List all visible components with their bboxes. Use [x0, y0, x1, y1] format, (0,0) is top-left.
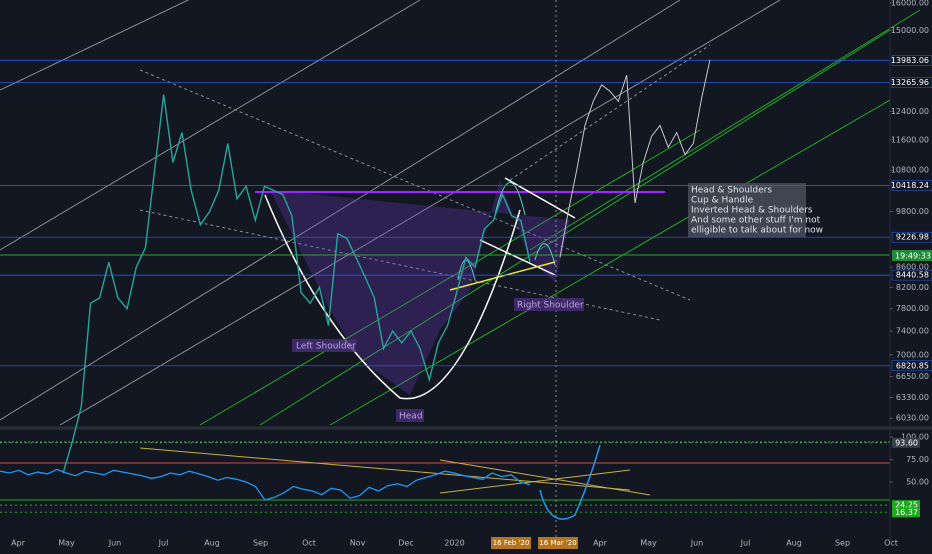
dashed-line — [509, 44, 711, 181]
rsi-trend — [139, 447, 631, 491]
time-marker-bg — [491, 537, 531, 549]
price-tick-label: 7000.00 — [896, 350, 929, 359]
time-marker-bg — [538, 537, 578, 549]
price-tick-label: 7800.00 — [896, 304, 929, 313]
channel-line — [329, 99, 891, 426]
time-label: 2020 — [444, 539, 464, 548]
label-bg — [292, 339, 356, 352]
label-bg — [514, 298, 584, 311]
time-label: Jul — [740, 539, 751, 548]
time-label: Apr — [593, 539, 608, 548]
rsi-level-label: 93.60 — [895, 438, 918, 447]
rsi-level-bg — [892, 500, 920, 511]
time-label: Aug — [786, 539, 802, 548]
time-label: Oct — [884, 539, 898, 548]
price-tick-label: 7400.00 — [896, 327, 929, 336]
price-tick-label: 8600.00 — [896, 263, 929, 272]
rsi-tick-label: 75.00 — [906, 455, 929, 464]
time-label: Sep — [253, 539, 268, 548]
info-line: And some other stuff I'm not — [691, 216, 821, 226]
time-label: Aug — [204, 539, 220, 548]
price-tick-label: 16000.00 — [891, 0, 929, 7]
rsi-level-label: 24.25 — [895, 501, 918, 510]
info-box-bg — [688, 183, 806, 237]
time-marker: 16 Feb '20 — [493, 539, 530, 547]
info-box: Head & Shoulders Cup & Handle Inverted H… — [688, 183, 823, 237]
time-label: Apr — [11, 539, 26, 548]
info-line: Inverted Head & Shoulders — [691, 206, 813, 216]
price-tick-label: 6330.00 — [896, 393, 929, 402]
rsi-level-bg — [892, 507, 920, 518]
rsi-line — [0, 468, 531, 501]
level-label-bg — [891, 55, 932, 66]
trend-line — [449, 261, 556, 291]
time-label: Jun — [108, 539, 122, 548]
level-label-bg — [891, 269, 932, 281]
dashed-line — [139, 209, 661, 321]
rsi-trend — [439, 459, 651, 496]
level-label-bg — [891, 180, 932, 191]
channel-line — [529, 9, 921, 251]
level-label: 6820.85 — [896, 361, 929, 370]
time-label: Nov — [350, 539, 366, 548]
channel-line — [0, 0, 681, 421]
price-tick-label: 8200.00 — [896, 283, 929, 292]
level-label: 9226.98 — [896, 233, 929, 242]
level-label: 8440.58 — [896, 271, 929, 280]
channel-line — [59, 0, 781, 426]
price-tick-label: 11600.00 — [891, 135, 929, 144]
price-tick-label: 15000.00 — [891, 26, 929, 35]
rsi-trend — [439, 469, 631, 494]
label-bg — [396, 409, 424, 422]
level-label-bg — [891, 360, 932, 372]
time-label: May — [640, 539, 657, 548]
time-label: Dec — [398, 539, 413, 548]
annotation: Head — [399, 412, 423, 422]
annotation: Left Shoulder — [296, 342, 356, 352]
time-label: Jul — [158, 539, 169, 548]
countdown: 19:49:33 — [895, 252, 931, 261]
info-line: elligible to talk about for now — [691, 226, 823, 236]
price-tick-label: 6650.00 — [896, 372, 929, 381]
countdown-bg — [892, 250, 932, 261]
time-label: Jun — [690, 539, 704, 548]
time-label: May — [58, 539, 75, 548]
channel-line — [0, 0, 421, 251]
rsi-level-label: 16.37 — [895, 508, 918, 517]
rsi-level-bg — [892, 437, 920, 448]
level-label-bg — [891, 231, 932, 243]
channel-line — [0, 0, 190, 91]
rsi-tick-label: 100.00 — [901, 433, 929, 442]
level-label: 10418.24 — [891, 181, 929, 190]
rsi-projection — [539, 444, 601, 520]
level-label: 13983.06 — [891, 56, 929, 65]
handle-line — [479, 239, 556, 276]
time-marker: 16 Mar '20 — [539, 539, 576, 547]
price-line — [62, 94, 531, 474]
level-label-bg — [891, 77, 932, 88]
channel-line — [199, 129, 701, 426]
annotation: Right Shoulder — [517, 301, 584, 311]
price-tick-label: 9800.00 — [896, 207, 929, 216]
pattern-fill — [270, 180, 570, 395]
channel-line — [259, 29, 891, 426]
info-line: Head & Shoulders — [691, 186, 772, 196]
projection-line — [559, 59, 711, 258]
time-label: Sep — [835, 539, 850, 548]
price-tick-label: 10800.00 — [891, 166, 929, 175]
info-line: Cup & Handle — [691, 196, 754, 206]
handle-line — [504, 177, 576, 219]
price-tick-label: 12400.00 — [891, 107, 929, 116]
level-label: 13265.96 — [891, 78, 929, 87]
drawings — [0, 0, 932, 540]
time-label: Oct — [302, 539, 316, 548]
price-tick-label: 6030.00 — [896, 414, 929, 423]
rsi-tick-label: 50.00 — [906, 478, 929, 487]
cup-curve — [264, 194, 521, 400]
